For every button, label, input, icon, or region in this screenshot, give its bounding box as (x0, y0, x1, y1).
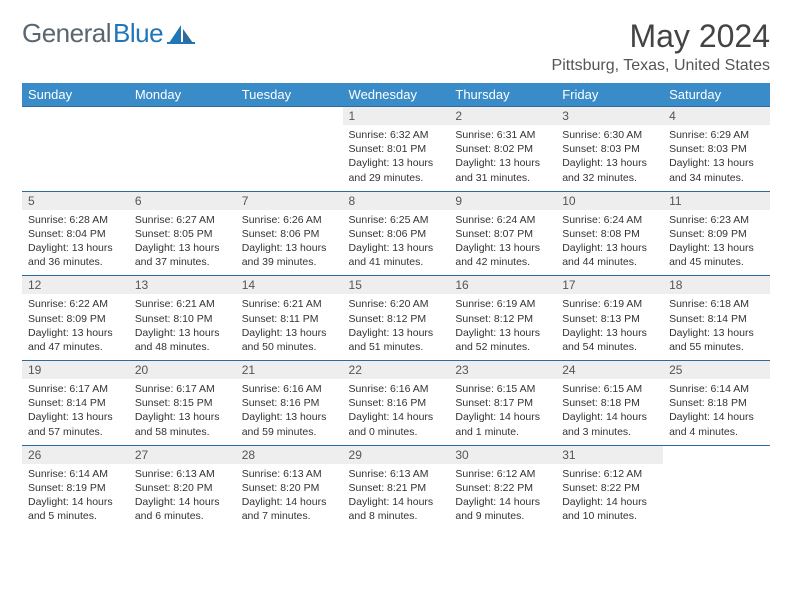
day-number-cell: 20 (129, 361, 236, 380)
day-detail-cell: Sunrise: 6:24 AMSunset: 8:08 PMDaylight:… (556, 210, 663, 276)
day-number-row: 567891011 (22, 191, 770, 210)
day-number-cell (663, 445, 770, 464)
day-number-cell: 28 (236, 445, 343, 464)
day-detail-cell (236, 125, 343, 191)
day-number-cell: 6 (129, 191, 236, 210)
day-detail-cell (22, 125, 129, 191)
day-detail-cell: Sunrise: 6:16 AMSunset: 8:16 PMDaylight:… (343, 379, 450, 445)
day-detail-cell: Sunrise: 6:28 AMSunset: 8:04 PMDaylight:… (22, 210, 129, 276)
day-detail-cell: Sunrise: 6:13 AMSunset: 8:20 PMDaylight:… (129, 464, 236, 530)
day-detail-cell: Sunrise: 6:18 AMSunset: 8:14 PMDaylight:… (663, 294, 770, 360)
day-detail-cell: Sunrise: 6:21 AMSunset: 8:11 PMDaylight:… (236, 294, 343, 360)
day-number-cell: 1 (343, 107, 450, 126)
day-detail-row: Sunrise: 6:22 AMSunset: 8:09 PMDaylight:… (22, 294, 770, 360)
day-number-row: 1234 (22, 107, 770, 126)
day-number-cell: 22 (343, 361, 450, 380)
day-number-cell (129, 107, 236, 126)
day-detail-cell: Sunrise: 6:31 AMSunset: 8:02 PMDaylight:… (449, 125, 556, 191)
day-detail-cell: Sunrise: 6:13 AMSunset: 8:21 PMDaylight:… (343, 464, 450, 530)
day-detail-cell: Sunrise: 6:14 AMSunset: 8:18 PMDaylight:… (663, 379, 770, 445)
day-number-cell (22, 107, 129, 126)
day-number-cell: 26 (22, 445, 129, 464)
day-number-cell: 13 (129, 276, 236, 295)
day-detail-cell: Sunrise: 6:14 AMSunset: 8:19 PMDaylight:… (22, 464, 129, 530)
day-number-cell: 21 (236, 361, 343, 380)
brand-part1: General (22, 18, 111, 49)
day-number-cell (236, 107, 343, 126)
month-title: May 2024 (552, 18, 770, 55)
day-number-row: 19202122232425 (22, 361, 770, 380)
day-detail-cell: Sunrise: 6:23 AMSunset: 8:09 PMDaylight:… (663, 210, 770, 276)
day-number-cell: 3 (556, 107, 663, 126)
day-detail-cell: Sunrise: 6:12 AMSunset: 8:22 PMDaylight:… (449, 464, 556, 530)
logo-sail-icon (167, 23, 195, 45)
day-number-cell: 4 (663, 107, 770, 126)
calendar-table: SundayMondayTuesdayWednesdayThursdayFrid… (22, 83, 770, 529)
day-number-cell: 30 (449, 445, 556, 464)
day-detail-cell: Sunrise: 6:30 AMSunset: 8:03 PMDaylight:… (556, 125, 663, 191)
day-number-cell: 12 (22, 276, 129, 295)
day-header: Friday (556, 83, 663, 107)
day-detail-cell: Sunrise: 6:21 AMSunset: 8:10 PMDaylight:… (129, 294, 236, 360)
day-detail-cell: Sunrise: 6:26 AMSunset: 8:06 PMDaylight:… (236, 210, 343, 276)
day-header: Saturday (663, 83, 770, 107)
day-number-cell: 5 (22, 191, 129, 210)
day-header: Wednesday (343, 83, 450, 107)
day-detail-cell: Sunrise: 6:20 AMSunset: 8:12 PMDaylight:… (343, 294, 450, 360)
day-number-cell: 25 (663, 361, 770, 380)
day-detail-cell: Sunrise: 6:15 AMSunset: 8:18 PMDaylight:… (556, 379, 663, 445)
day-number-row: 12131415161718 (22, 276, 770, 295)
day-detail-row: Sunrise: 6:28 AMSunset: 8:04 PMDaylight:… (22, 210, 770, 276)
day-number-cell: 11 (663, 191, 770, 210)
day-number-cell: 9 (449, 191, 556, 210)
day-detail-row: Sunrise: 6:17 AMSunset: 8:14 PMDaylight:… (22, 379, 770, 445)
day-detail-cell: Sunrise: 6:19 AMSunset: 8:13 PMDaylight:… (556, 294, 663, 360)
day-detail-cell: Sunrise: 6:32 AMSunset: 8:01 PMDaylight:… (343, 125, 450, 191)
day-number-cell: 16 (449, 276, 556, 295)
day-number-row: 262728293031 (22, 445, 770, 464)
day-number-cell: 18 (663, 276, 770, 295)
brand-part2: Blue (113, 18, 163, 49)
day-number-cell: 7 (236, 191, 343, 210)
day-detail-cell: Sunrise: 6:13 AMSunset: 8:20 PMDaylight:… (236, 464, 343, 530)
day-number-cell: 14 (236, 276, 343, 295)
day-header: Thursday (449, 83, 556, 107)
day-header: Monday (129, 83, 236, 107)
day-detail-cell: Sunrise: 6:16 AMSunset: 8:16 PMDaylight:… (236, 379, 343, 445)
day-detail-cell: Sunrise: 6:12 AMSunset: 8:22 PMDaylight:… (556, 464, 663, 530)
day-detail-row: Sunrise: 6:14 AMSunset: 8:19 PMDaylight:… (22, 464, 770, 530)
day-number-cell: 17 (556, 276, 663, 295)
day-detail-cell: Sunrise: 6:24 AMSunset: 8:07 PMDaylight:… (449, 210, 556, 276)
day-detail-cell: Sunrise: 6:17 AMSunset: 8:14 PMDaylight:… (22, 379, 129, 445)
day-header: Tuesday (236, 83, 343, 107)
day-number-cell: 29 (343, 445, 450, 464)
location-subtitle: Pittsburg, Texas, United States (552, 57, 770, 75)
day-detail-cell: Sunrise: 6:22 AMSunset: 8:09 PMDaylight:… (22, 294, 129, 360)
day-detail-cell: Sunrise: 6:17 AMSunset: 8:15 PMDaylight:… (129, 379, 236, 445)
day-detail-cell: Sunrise: 6:19 AMSunset: 8:12 PMDaylight:… (449, 294, 556, 360)
day-detail-cell: Sunrise: 6:27 AMSunset: 8:05 PMDaylight:… (129, 210, 236, 276)
day-detail-cell (129, 125, 236, 191)
brand-logo: GeneralBlue (22, 18, 195, 49)
day-detail-row: Sunrise: 6:32 AMSunset: 8:01 PMDaylight:… (22, 125, 770, 191)
day-number-cell: 23 (449, 361, 556, 380)
day-detail-cell: Sunrise: 6:25 AMSunset: 8:06 PMDaylight:… (343, 210, 450, 276)
day-number-cell: 31 (556, 445, 663, 464)
day-number-cell: 8 (343, 191, 450, 210)
day-number-cell: 2 (449, 107, 556, 126)
day-header-row: SundayMondayTuesdayWednesdayThursdayFrid… (22, 83, 770, 107)
day-detail-cell: Sunrise: 6:15 AMSunset: 8:17 PMDaylight:… (449, 379, 556, 445)
day-number-cell: 24 (556, 361, 663, 380)
day-number-cell: 19 (22, 361, 129, 380)
day-detail-cell: Sunrise: 6:29 AMSunset: 8:03 PMDaylight:… (663, 125, 770, 191)
day-number-cell: 15 (343, 276, 450, 295)
day-detail-cell (663, 464, 770, 530)
day-header: Sunday (22, 83, 129, 107)
day-number-cell: 27 (129, 445, 236, 464)
day-number-cell: 10 (556, 191, 663, 210)
